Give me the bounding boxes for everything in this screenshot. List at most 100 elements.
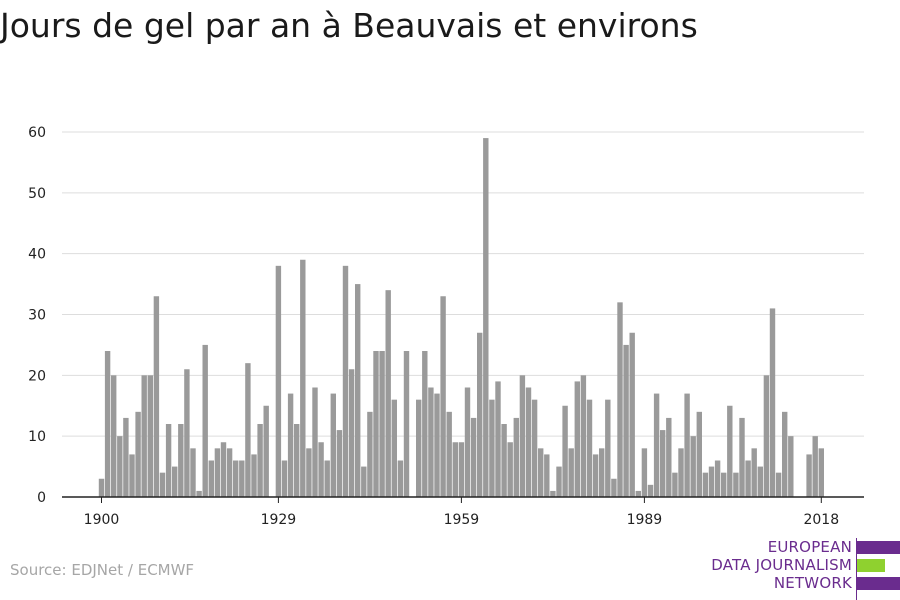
bar-1974 — [550, 490, 556, 497]
bar-1903 — [117, 436, 123, 497]
bar-1942 — [355, 284, 361, 497]
x-tick-label: 1989 — [627, 512, 663, 528]
bar-2000 — [708, 466, 715, 497]
chart-title: Jours de gel par an à Beauvais et enviro… — [0, 6, 698, 45]
bar-1958 — [452, 442, 458, 497]
bar-1976 — [562, 405, 568, 497]
bar-1915 — [190, 448, 196, 497]
bar-1909 — [153, 296, 160, 497]
bar-1956 — [440, 296, 446, 497]
bar-1944 — [367, 411, 373, 497]
bar-1957 — [446, 411, 452, 497]
bar-1953 — [422, 351, 428, 497]
bars — [98, 138, 824, 498]
logo-line-1: EUROPEAN — [767, 538, 852, 556]
bar-1922 — [233, 460, 239, 497]
bar-2001 — [714, 460, 721, 497]
bar-1979 — [580, 375, 587, 497]
bar-1968 — [513, 417, 519, 497]
x-tick-label: 1959 — [444, 512, 480, 528]
bar-2016 — [806, 454, 812, 497]
bar-1982 — [599, 448, 605, 497]
bar-1962 — [477, 332, 483, 497]
bar-1906 — [135, 411, 141, 497]
bar-1904 — [123, 417, 129, 497]
bar-1986 — [623, 344, 629, 497]
bar-1941 — [348, 369, 355, 497]
bar-1924 — [245, 363, 251, 497]
bar-1984 — [611, 478, 617, 497]
bar-1910 — [159, 472, 166, 497]
bar-1963 — [483, 138, 489, 498]
logo-bar-top — [857, 541, 900, 554]
y-tick-label: 60 — [28, 125, 46, 141]
bar-1938 — [330, 393, 336, 497]
bar-1992 — [660, 430, 666, 497]
y-tick-label: 20 — [28, 368, 46, 384]
bar-1997 — [690, 436, 696, 497]
source-note: Source: EDJNet / ECMWF — [10, 561, 195, 579]
bar-1959 — [458, 442, 465, 497]
bar-2010 — [769, 308, 776, 497]
bar-1933 — [300, 259, 306, 497]
logo-line-3: NETWORK — [773, 574, 852, 592]
logo-divider — [856, 538, 857, 600]
bar-1950 — [403, 351, 410, 497]
bar-1907 — [141, 375, 147, 497]
bar-1971 — [531, 399, 538, 497]
bar-1917 — [202, 344, 208, 497]
bar-1940 — [342, 265, 349, 497]
bar-2017 — [812, 436, 818, 497]
bar-2009 — [763, 375, 770, 497]
axes: 0 10 20 30 40 50 60 1900 1929 1959 1989 2018 — [28, 125, 864, 528]
bar-1911 — [165, 424, 172, 497]
bar-1961 — [470, 417, 477, 497]
y-tick-label: 30 — [28, 308, 46, 324]
bar-1900 — [98, 478, 105, 497]
bar-2018 — [818, 448, 824, 497]
x-tick-label: 2018 — [803, 512, 839, 528]
bar-1902 — [111, 375, 117, 497]
bar-1905 — [129, 454, 135, 497]
bar-1988 — [635, 490, 641, 497]
bar-1901 — [104, 351, 111, 497]
bar-1934 — [306, 448, 312, 497]
logo-bar-bottom — [857, 577, 900, 590]
bar-1994 — [672, 472, 678, 497]
bar-1908 — [147, 375, 153, 497]
bar-1925 — [251, 454, 257, 497]
bar-1926 — [257, 424, 263, 497]
bar-2004 — [733, 472, 739, 497]
bar-2008 — [757, 466, 763, 497]
bar-1918 — [208, 460, 214, 497]
bar-1972 — [538, 448, 544, 497]
bar-1943 — [361, 466, 367, 497]
edjnet-logo: EUROPEAN DATA JOURNALISM NETWORK — [700, 538, 900, 600]
logo-text: EUROPEAN DATA JOURNALISM NETWORK — [711, 538, 852, 592]
bar-2012 — [782, 411, 788, 497]
bar-1980 — [586, 399, 593, 497]
bar-1960 — [464, 387, 471, 497]
bar-1983 — [605, 399, 611, 497]
bar-2013 — [788, 436, 794, 497]
bar-1964 — [489, 399, 495, 497]
bar-1999 — [702, 472, 709, 497]
bar-1965 — [495, 381, 501, 497]
bar-1947 — [385, 290, 391, 497]
bar-1993 — [666, 417, 672, 497]
bar-1945 — [373, 351, 379, 497]
x-tick-label: 1929 — [261, 512, 297, 528]
bar-1973 — [544, 454, 550, 497]
bar-1935 — [312, 387, 318, 497]
bar-1990 — [647, 484, 654, 497]
bar-1996 — [684, 393, 690, 497]
x-tick-label: 1900 — [84, 512, 120, 528]
bar-1936 — [318, 442, 324, 497]
y-tick-label: 50 — [28, 186, 46, 202]
bar-1937 — [324, 460, 330, 497]
bar-1914 — [184, 369, 190, 497]
bar-1977 — [568, 448, 574, 497]
bar-1919 — [214, 448, 221, 497]
bar-1975 — [556, 466, 562, 497]
bar-1927 — [263, 405, 269, 497]
